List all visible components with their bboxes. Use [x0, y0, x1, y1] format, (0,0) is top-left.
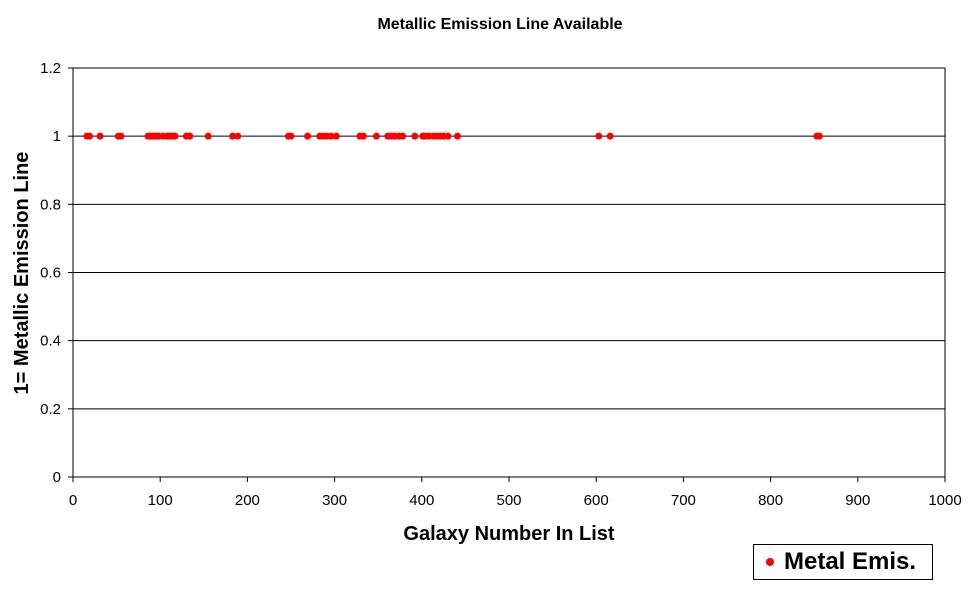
data-point: [595, 132, 603, 140]
x-tick-label: 0: [69, 492, 77, 509]
data-series-metal-emis: [83, 132, 823, 140]
y-tick-label: 0.2: [40, 401, 61, 418]
gridlines: [73, 135, 945, 410]
data-point: [454, 132, 462, 140]
y-axis-title: 1= Metallic Emission Line: [11, 152, 33, 395]
data-point: [815, 132, 823, 140]
x-tick-label: 600: [584, 492, 609, 509]
x-tick-label: 500: [496, 492, 521, 509]
data-point: [229, 132, 237, 140]
data-point: [287, 132, 295, 140]
y-tick-label: 1.2: [40, 60, 61, 77]
data-point: [327, 132, 335, 140]
x-tick-label: 300: [322, 492, 347, 509]
data-point: [399, 132, 407, 140]
x-axis-title: Galaxy Number In List: [403, 523, 615, 545]
data-point: [186, 132, 194, 140]
data-point: [171, 132, 179, 140]
y-tick-label: 0.6: [40, 265, 61, 282]
data-point: [359, 132, 367, 140]
data-point: [117, 132, 125, 140]
x-tick-label: 200: [235, 492, 260, 509]
data-point: [304, 132, 312, 140]
legend: Metal Emis.: [753, 544, 933, 580]
data-point: [444, 132, 452, 140]
y-tick-label: 1: [53, 128, 61, 145]
x-tick-label: 100: [148, 492, 173, 509]
y-tick-label: 0.4: [40, 333, 61, 350]
x-tick-label: 900: [845, 492, 870, 509]
x-tick-label: 400: [409, 492, 434, 509]
data-point: [332, 132, 340, 140]
x-tick-label: 1000: [928, 492, 961, 509]
data-point: [234, 132, 242, 140]
chart-title: Metallic Emission Line Available: [377, 16, 622, 33]
data-point: [372, 132, 380, 140]
x-tick-label: 800: [758, 492, 783, 509]
data-point: [411, 132, 419, 140]
x-axis: 0 100 200 300 400 500 600 700 800 900 1000: [69, 477, 962, 509]
data-point: [606, 132, 614, 140]
y-tick-label: 0: [53, 469, 61, 486]
y-tick-label: 0.8: [40, 196, 61, 213]
data-point: [96, 132, 104, 140]
legend-marker-metal-emis: [766, 558, 774, 566]
data-point: [204, 132, 212, 140]
legend-label-metal-emis: Metal Emis.: [784, 548, 917, 575]
y-axis: 0 0.2 0.4 0.6 0.8 1 1.2: [40, 60, 73, 486]
data-point: [86, 132, 94, 140]
x-tick-label: 700: [671, 492, 696, 509]
